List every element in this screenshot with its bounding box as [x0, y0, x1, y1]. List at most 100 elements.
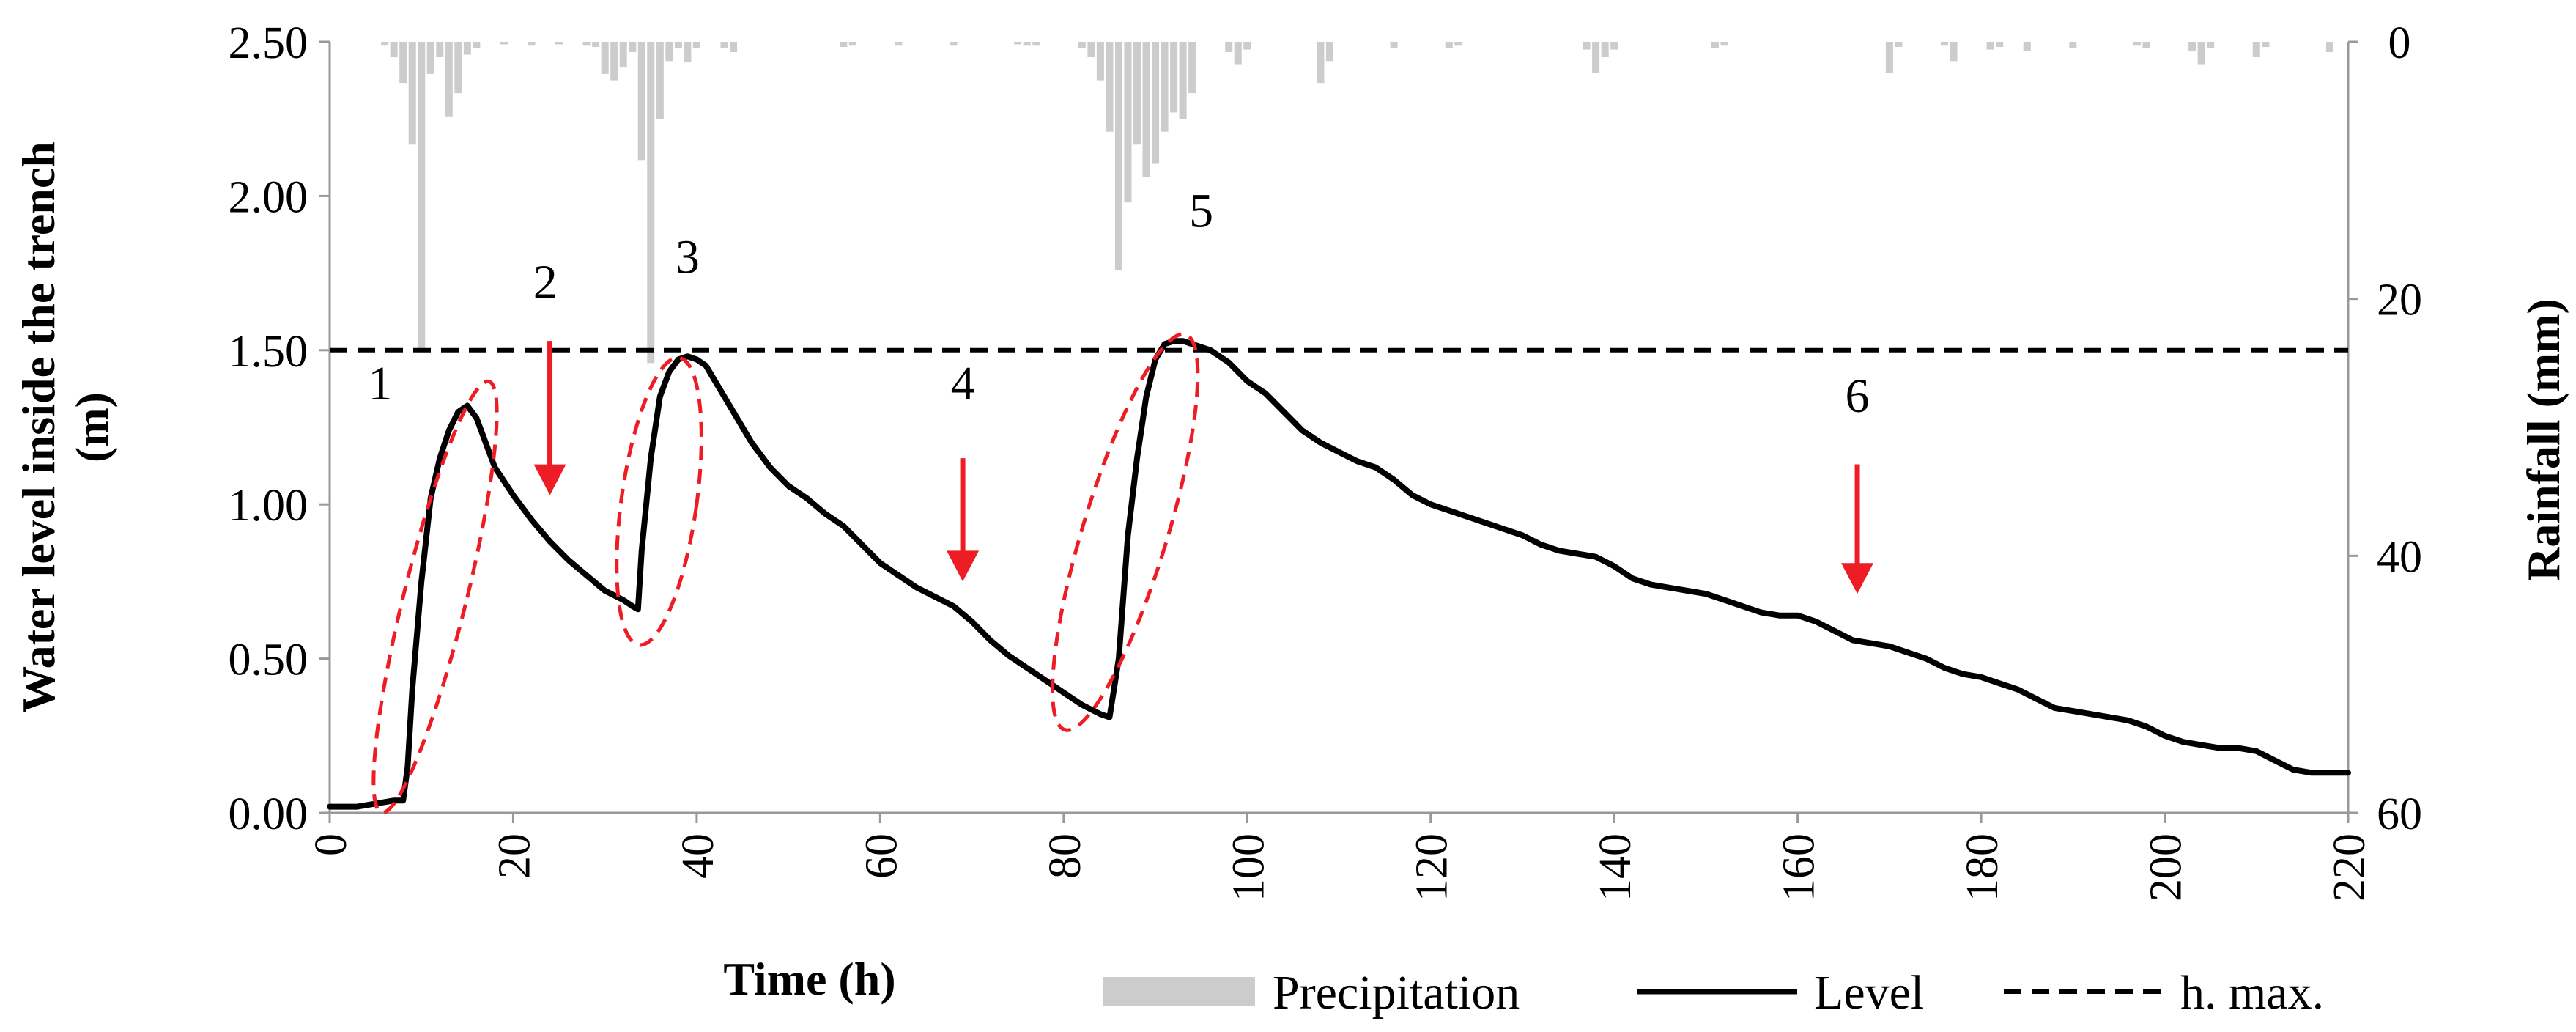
precipitation-bar-19 [629, 42, 637, 53]
event-label-2: 2 [533, 255, 558, 309]
precipitation-bar-1 [390, 42, 398, 58]
x-tick-label-7: 140 [1591, 833, 1640, 902]
precipitation-bar-71 [2133, 42, 2141, 46]
precipitation-bar-12 [528, 42, 536, 46]
x-tick-label-10: 200 [2142, 833, 2191, 902]
precipitation-bar-23 [665, 42, 673, 62]
event-label-4: 4 [951, 357, 975, 410]
x-tick-label-11: 220 [2325, 833, 2375, 902]
precipitation-bar-40 [1114, 42, 1122, 271]
precipitation-bar-58 [1592, 42, 1600, 73]
precipitation-bar-39 [1106, 42, 1114, 132]
precipitation-bar-52 [1317, 42, 1325, 84]
red-arrow-1 [533, 341, 566, 495]
precipitation-bar-60 [1610, 42, 1618, 50]
highlight-ellipse-1 [371, 379, 499, 815]
precipitation-bar-20 [637, 42, 645, 161]
precipitation-bar-0 [381, 42, 389, 46]
x-tick-label-0: 0 [306, 833, 356, 856]
precipitation-bar-7 [445, 42, 453, 117]
highlight-ellipses [371, 332, 1200, 815]
precipitation-bar-41 [1124, 42, 1132, 203]
precipitation-bar-63 [1885, 42, 1893, 73]
precipitation-bar-47 [1179, 42, 1187, 119]
y-tick-labels-right: 0 20 40 60 [2377, 18, 2422, 839]
x-tick-label-5: 100 [1224, 833, 1273, 902]
precipitation-bar-26 [692, 42, 700, 48]
y-axis-title-left-line2: (m) [66, 392, 118, 462]
event-labels: 1 2 3 4 5 6 [368, 184, 1869, 422]
event-label-1: 1 [368, 357, 392, 410]
red-arrows [533, 341, 1874, 594]
precipitation-bar-50 [1234, 42, 1242, 65]
precipitation-bar-69 [2023, 42, 2031, 51]
precipitation-bar-9 [463, 42, 471, 55]
y-left-tick-label-4: 2.00 [229, 172, 308, 222]
precipitation-bar-57 [1583, 42, 1591, 50]
precipitation-bar-6 [436, 42, 444, 58]
x-tick-label-9: 180 [1958, 833, 2007, 902]
x-tick-label-1: 20 [489, 833, 539, 879]
precipitation-bar-5 [426, 42, 434, 74]
highlight-ellipse-3 [1051, 332, 1200, 732]
precipitation-bar-27 [720, 42, 728, 48]
x-tick-label-2: 40 [673, 833, 723, 879]
precipitation-bar-22 [656, 42, 664, 119]
precipitation-bar-28 [729, 42, 738, 53]
precipitation-bar-34 [1023, 42, 1031, 46]
precipitation-bar-30 [848, 42, 856, 46]
x-tick-label-8: 160 [1774, 833, 1824, 902]
precipitation-bar-46 [1170, 42, 1178, 113]
x-tick-label-4: 80 [1040, 833, 1090, 879]
precipitation-bar-37 [1087, 42, 1095, 58]
y-left-tick-label-1: 0.50 [229, 635, 308, 685]
y-right-tick-label-1: 20 [2377, 276, 2422, 325]
y-left-tick-label-0: 0.00 [229, 789, 308, 839]
precipitation-bar-76 [2252, 42, 2260, 58]
precipitation-bar-14 [582, 42, 591, 46]
precipitation-bar-70 [2069, 42, 2077, 48]
y-tick-labels-left: 0.00 0.50 1.00 1.50 2.00 2.50 [229, 18, 308, 839]
y-right-tick-label-3: 60 [2377, 789, 2422, 839]
precipitation-bar-75 [2207, 42, 2215, 48]
precipitation-bar-33 [1014, 42, 1022, 45]
precipitation-bar-8 [454, 42, 462, 94]
precipitation-bar-61 [1711, 42, 1719, 48]
precipitation-bar-24 [674, 42, 682, 48]
legend-label-h-max: h. max. [2180, 966, 2324, 1020]
precipitation-bar-35 [1032, 42, 1040, 46]
precipitation-bar-51 [1243, 42, 1251, 50]
precipitation-bar-13 [555, 42, 563, 45]
event-label-5: 5 [1189, 184, 1213, 237]
precipitation-bar-31 [895, 42, 903, 46]
precipitation-bar-67 [1986, 42, 1994, 50]
precipitation-bar-2 [399, 42, 407, 84]
precipitation-bar-43 [1142, 42, 1150, 177]
red-arrow-2 [947, 458, 980, 582]
highlight-ellipse-2 [615, 355, 703, 647]
precipitation-bar-38 [1096, 42, 1104, 81]
precipitation-bar-18 [619, 42, 627, 68]
precipitation-bars [381, 42, 2333, 364]
precipitation-bar-11 [500, 42, 508, 45]
tick-marks [319, 40, 2358, 823]
x-tick-labels: 0 20 40 60 80 100 120 140 160 180 200 220 [306, 833, 2375, 902]
precipitation-bar-29 [840, 42, 848, 48]
precipitation-bar-25 [684, 42, 692, 63]
event-label-6: 6 [1846, 369, 1870, 423]
precipitation-bar-65 [1940, 42, 1949, 46]
precipitation-bar-62 [1720, 42, 1728, 46]
precipitation-bar-48 [1188, 42, 1196, 94]
precipitation-bar-66 [1950, 42, 1958, 62]
precipitation-bar-15 [592, 42, 600, 48]
x-axis-title: Time (h) [723, 953, 895, 1005]
red-arrow-3 [1841, 464, 1874, 594]
legend-label-precipitation: Precipitation [1273, 966, 1520, 1020]
precipitation-bar-55 [1445, 42, 1453, 48]
level-line [327, 338, 2351, 810]
precipitation-bar-16 [601, 42, 609, 74]
precipitation-bar-3 [408, 42, 416, 145]
precipitation-bar-53 [1325, 42, 1333, 62]
y-left-tick-label-3: 1.50 [229, 327, 308, 377]
precipitation-bar-49 [1225, 42, 1233, 53]
